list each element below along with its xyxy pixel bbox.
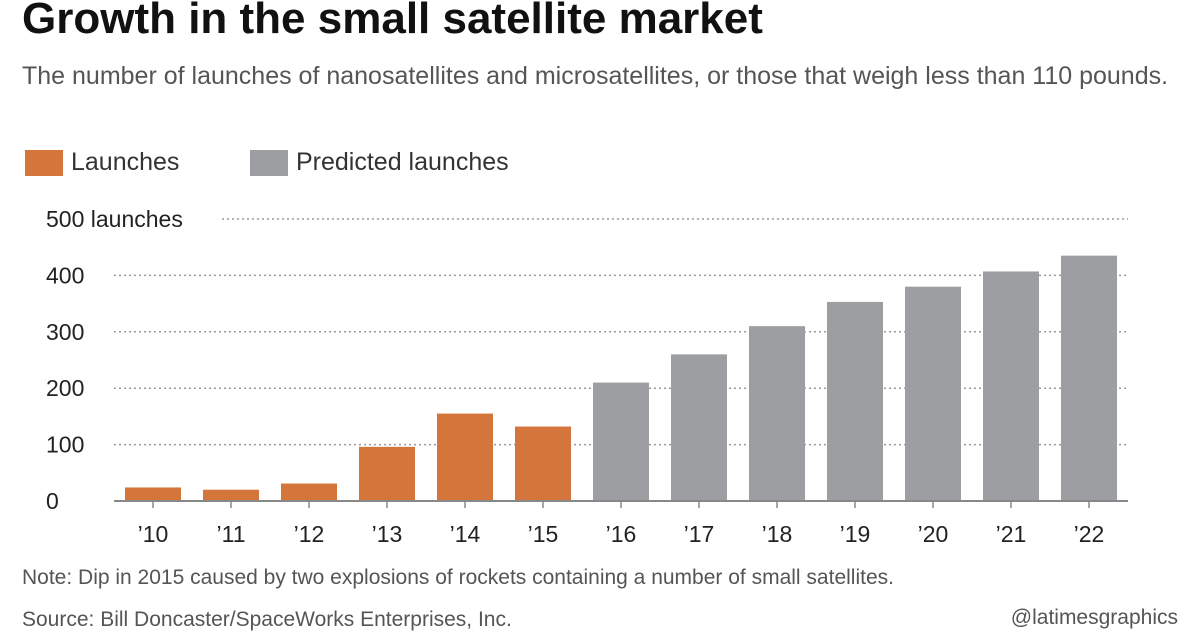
x-tick-label: ’14 (450, 521, 481, 547)
x-tick-label: ’16 (606, 521, 637, 547)
bar (281, 483, 337, 501)
y-tick-label: 0 (46, 488, 59, 514)
y-tick-label: 400 (46, 262, 84, 288)
x-tick-label: ’21 (996, 521, 1027, 547)
chart-note: Note: Dip in 2015 caused by two explosio… (22, 566, 894, 589)
x-tick-label: ’17 (684, 521, 715, 547)
bar (125, 487, 181, 501)
legend-label-predicted-launches: Predicted launches (296, 148, 509, 176)
chart-credit: @latimesgraphics (1010, 606, 1178, 629)
x-tick-label: ’11 (217, 521, 246, 547)
x-tick-label: ’12 (294, 521, 325, 547)
bar (437, 413, 493, 501)
x-tick-label: ’20 (918, 521, 949, 547)
chart-subtitle: The number of launches of nanosatellites… (22, 62, 1169, 90)
legend-swatch-predicted-launches (250, 150, 288, 176)
legend-label-launches: Launches (71, 148, 180, 176)
bar (983, 271, 1039, 501)
chart-source: Source: Bill Doncaster/SpaceWorks Enterp… (22, 608, 512, 631)
legend-swatch-launches (25, 150, 63, 176)
x-tick-label: ’15 (528, 521, 559, 547)
y-tick-label: 500 launches (46, 206, 183, 232)
bar (515, 426, 571, 501)
x-tick-label: ’22 (1074, 521, 1105, 547)
y-tick-label: 100 (46, 432, 84, 458)
bar-chart: 0 100 200 300 400 500 launches ’10 ’11 ’12 ’13 ’14… (46, 206, 1128, 547)
x-tick-label: ’13 (372, 521, 403, 547)
x-tick-label: ’18 (762, 521, 793, 547)
bar (593, 382, 649, 501)
bar (359, 446, 415, 501)
bar (749, 326, 805, 501)
bar (203, 489, 259, 501)
bar (905, 286, 961, 501)
chart-title: Growth in the small satellite market (22, 0, 763, 43)
y-tick-label: 200 (46, 375, 84, 401)
bar (671, 354, 727, 501)
y-tick-label: 300 (46, 319, 84, 345)
bar (827, 301, 883, 501)
x-tick-label: ’10 (138, 521, 169, 547)
bar (1061, 255, 1117, 501)
x-tick-label: ’19 (840, 521, 871, 547)
